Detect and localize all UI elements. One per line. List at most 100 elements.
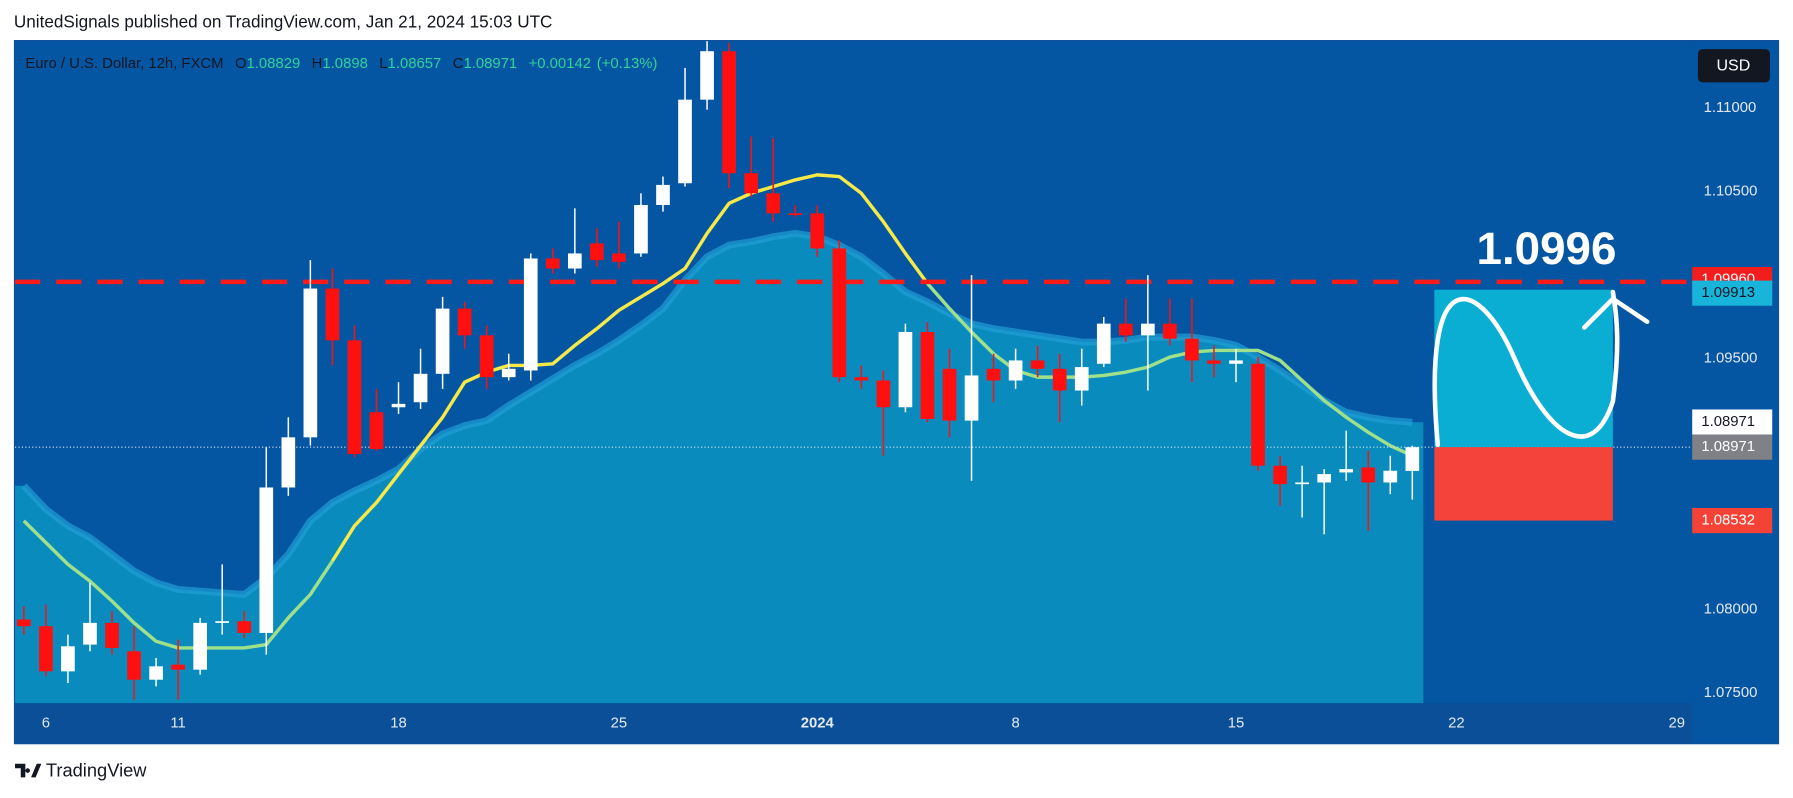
x-tick-label: 25 — [611, 716, 628, 732]
candle-body — [1229, 360, 1243, 364]
candle-body — [347, 340, 362, 455]
moving-average — [330, 173, 929, 562]
candle-body — [832, 248, 847, 378]
currency-label[interactable]: USD — [1716, 58, 1750, 75]
ma-band-edge — [21, 229, 1413, 598]
candle-body — [744, 173, 758, 194]
target-zone — [1434, 289, 1613, 448]
candle-body — [1074, 367, 1089, 391]
candle-body — [766, 193, 781, 214]
candle-body — [1251, 363, 1265, 466]
candle-body — [391, 403, 406, 408]
candle-body — [127, 651, 141, 680]
price-axis — [1692, 41, 1778, 744]
publish-title: UnitedSignals published on TradingView.c… — [14, 11, 553, 31]
candle-body — [1163, 323, 1177, 339]
currency-button[interactable] — [1697, 49, 1770, 83]
x-tick-label: 2024 — [801, 716, 835, 732]
y-tick-label: 1.10500 — [1704, 184, 1758, 200]
change: +0.00142 — [529, 56, 591, 72]
symbol: Euro / U.S. Dollar, 12h, FXCM — [25, 56, 223, 72]
ma-band — [15, 233, 1424, 704]
stop-price-label: 1.08532 — [1701, 512, 1755, 528]
ohlc-letter: C — [453, 56, 464, 72]
ohlc-letter: O — [235, 56, 247, 72]
candle-body — [61, 646, 75, 672]
candle-body — [1295, 482, 1309, 485]
candle-body — [634, 204, 648, 254]
x-tick-label: 18 — [390, 716, 407, 732]
x-tick-label: 15 — [1228, 716, 1245, 732]
candle-body — [964, 375, 979, 421]
candle-body — [1273, 465, 1287, 485]
candle-body — [171, 664, 185, 670]
candle-body — [281, 437, 296, 488]
candle-body — [1317, 474, 1331, 483]
candle-body — [501, 368, 516, 378]
candle-body — [568, 253, 582, 269]
stop-price-label-box — [1692, 507, 1773, 534]
candle-body — [149, 666, 163, 680]
target-price-label: 1.09913 — [1701, 285, 1755, 301]
time-axis — [15, 703, 1693, 744]
candle-body — [369, 412, 384, 450]
candle-body — [435, 308, 450, 374]
candle-body — [876, 380, 891, 408]
open-value: 1.08829 — [247, 56, 301, 72]
stop-zone — [1434, 447, 1613, 521]
candle-body — [17, 619, 31, 627]
candle-body — [656, 184, 670, 205]
candle-body — [590, 243, 604, 261]
candle-body — [1185, 338, 1199, 361]
candle-body — [722, 51, 736, 174]
candle-body — [942, 368, 957, 421]
candle-body — [215, 621, 230, 623]
x-tick-label: 22 — [1448, 716, 1465, 732]
plot-layer: 1.0996 — [15, 41, 1693, 704]
candle-body — [898, 332, 913, 408]
candle-body — [1096, 323, 1111, 364]
candle-body — [303, 288, 318, 438]
candle-body — [1052, 368, 1067, 391]
candle-body — [678, 99, 692, 184]
y-tick-label: 1.11000 — [1704, 100, 1757, 116]
candle-body — [237, 621, 252, 633]
y-tick-label: 1.08000 — [1704, 601, 1758, 617]
x-tick-label: 29 — [1669, 716, 1686, 732]
candle-body — [523, 258, 538, 371]
candle-body — [1008, 360, 1023, 381]
footer-logo: TradingView — [15, 760, 147, 781]
projection-arrow — [1582, 296, 1650, 330]
x-tick-label: 6 — [42, 716, 50, 732]
entry-price-label-box — [1692, 434, 1773, 460]
entry-price-label: 1.08971 — [1701, 439, 1755, 455]
close-value: 1.08971 — [463, 56, 517, 72]
y-tick-label: 1.07500 — [1704, 685, 1758, 701]
candle-body — [788, 213, 803, 216]
candle-body — [259, 487, 274, 633]
candle-body — [700, 51, 714, 100]
logo-icon — [15, 763, 42, 778]
candle-body — [810, 213, 825, 249]
candle-body — [1361, 467, 1376, 483]
last-price-label-box — [1692, 409, 1773, 435]
candle-body — [920, 332, 935, 419]
candle-body — [1141, 323, 1155, 336]
high-value: 1.0898 — [322, 56, 367, 72]
candle-body — [39, 626, 53, 672]
candle-body — [105, 622, 119, 648]
candle-body — [1207, 360, 1221, 364]
x-tick-label: 8 — [1011, 716, 1019, 732]
candle-body — [193, 622, 208, 670]
candle-body — [1118, 323, 1133, 336]
candle-body — [986, 368, 1001, 381]
candle-body — [1383, 470, 1398, 483]
y-tick-label: 1.09500 — [1704, 351, 1758, 367]
candle-body — [457, 308, 472, 336]
candle-body — [1339, 469, 1354, 473]
ohlc-letter: H — [312, 56, 323, 72]
candle-body — [479, 335, 494, 378]
candle-body — [854, 377, 869, 381]
